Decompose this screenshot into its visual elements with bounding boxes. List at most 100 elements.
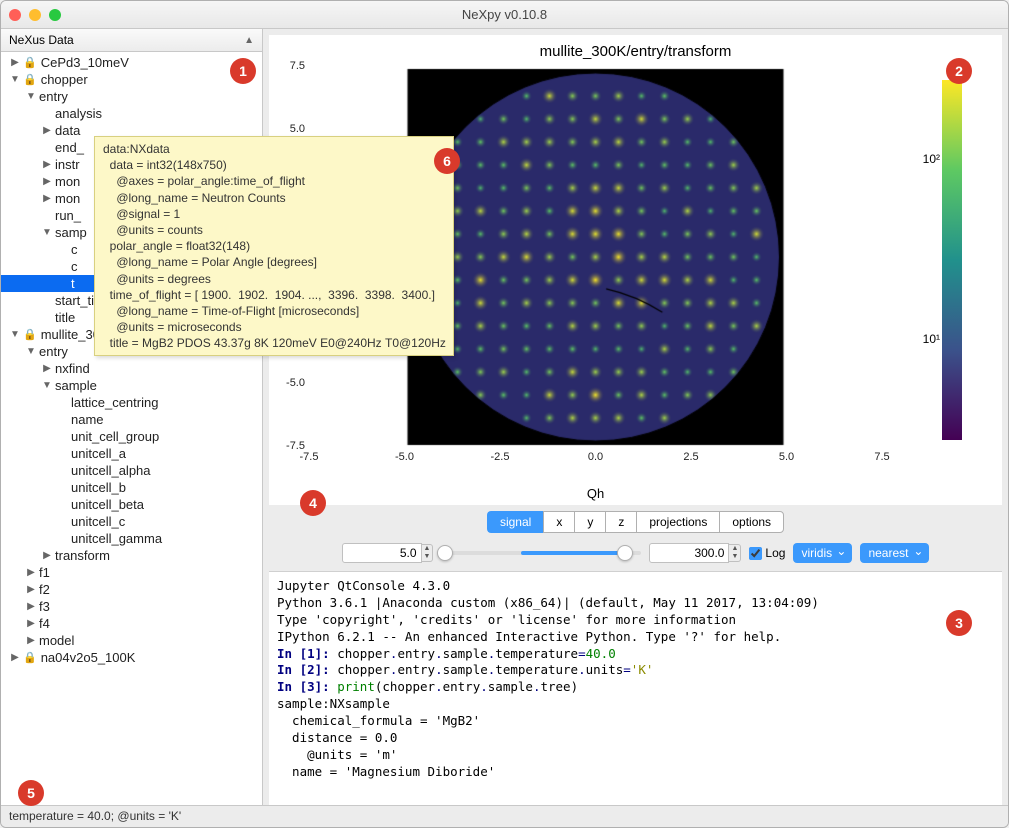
tree-item-label: samp — [55, 225, 87, 240]
tab-bar: signalxyzprojectionsoptions — [263, 511, 1008, 533]
log-checkbox[interactable]: Log — [749, 546, 785, 560]
tree-item-label: t — [71, 276, 75, 291]
tree-item-label: unitcell_a — [71, 446, 126, 461]
min-value-input[interactable] — [342, 543, 422, 563]
x-tick: 7.5 — [867, 451, 897, 463]
tree-item[interactable]: 🔒CePd3_10meV — [1, 54, 262, 71]
tree-tooltip: data:NXdata data = int32(148x750) @axes … — [94, 136, 454, 356]
sidebar-header-label: NeXus Data — [9, 33, 74, 47]
tree-item[interactable]: transform — [1, 547, 262, 564]
colormap-combo-wrap[interactable]: viridis — [793, 543, 852, 563]
colorbar — [942, 80, 962, 440]
min-step-buttons[interactable]: ▲▼ — [422, 544, 434, 562]
tree-item[interactable]: 🔒chopper — [1, 71, 262, 88]
tree-item-label: na04v2o5_100K — [41, 650, 136, 665]
colormap-combo[interactable]: viridis — [793, 543, 852, 563]
tree-item-label: f3 — [39, 599, 50, 614]
tree-item-label: mon — [55, 174, 80, 189]
x-tick: -5.0 — [390, 451, 420, 463]
tree-item-label: CePd3_10meV — [41, 55, 129, 70]
tree-item-label: f4 — [39, 616, 50, 631]
callout-badge: 5 — [18, 780, 44, 806]
tree-item[interactable]: unitcell_a — [1, 445, 262, 462]
tree-item-label: sample — [55, 378, 97, 393]
y-tick: 5.0 — [269, 123, 305, 135]
x-tick: 2.5 — [676, 451, 706, 463]
tree-item[interactable]: unitcell_b — [1, 479, 262, 496]
colorbar-ticks: 10² 10¹ — [908, 80, 940, 440]
max-stepper[interactable]: ▲▼ — [649, 543, 741, 563]
y-tick: -5.0 — [269, 377, 305, 389]
slider-thumb-max[interactable] — [617, 545, 633, 561]
tree-item-label: run_ — [55, 208, 81, 223]
tree-item-label: nxfind — [55, 361, 90, 376]
tree-item[interactable]: 🔒 na04v2o5_100K — [1, 649, 262, 666]
tree-item[interactable]: unit_cell_group — [1, 428, 262, 445]
tab-z[interactable]: z — [605, 511, 636, 533]
tree-item[interactable]: unitcell_alpha — [1, 462, 262, 479]
tree-item[interactable]: entry — [1, 88, 262, 105]
tree-item-label: entry — [39, 89, 68, 104]
log-label: Log — [765, 546, 785, 560]
tree-item-label: lattice_centring — [71, 395, 158, 410]
tab-signal[interactable]: signal — [487, 511, 543, 533]
y-tick: 7.5 — [269, 60, 305, 72]
tree-item[interactable]: unitcell_beta — [1, 496, 262, 513]
slider-thumb-min[interactable] — [437, 545, 453, 561]
tree-item-label: unitcell_b — [71, 480, 126, 495]
tree-item-label: unitcell_alpha — [71, 463, 151, 478]
titlebar: NeXpy v0.10.8 — [1, 1, 1008, 29]
sidebar-header[interactable]: NeXus Data ▲ — [1, 29, 262, 52]
tree-item-label: model — [39, 633, 74, 648]
x-tick: -2.5 — [485, 451, 515, 463]
tree-item-label: unit_cell_group — [71, 429, 159, 444]
tree-item[interactable]: analysis — [1, 105, 262, 122]
log-checkbox-input[interactable] — [749, 547, 762, 560]
tree-item[interactable]: model — [1, 632, 262, 649]
lock-icon: 🔒 — [23, 328, 37, 341]
tree-item-label: instr — [55, 157, 80, 172]
min-stepper[interactable]: ▲▼ — [342, 543, 434, 563]
callout-badge: 3 — [946, 610, 972, 636]
status-bar: temperature = 40.0; @units = 'K' — [1, 805, 1008, 827]
colorbar-tick: 10² — [923, 152, 940, 166]
interp-combo[interactable]: nearest — [860, 543, 929, 563]
sort-icon[interactable]: ▲ — [244, 35, 254, 46]
tree-item[interactable]: sample — [1, 377, 262, 394]
tree-item[interactable]: unitcell_gamma — [1, 530, 262, 547]
ipython-console[interactable]: Jupyter QtConsole 4.3.0Python 3.6.1 |Ana… — [269, 571, 1002, 805]
tree-item[interactable]: f2 — [1, 581, 262, 598]
tree-item[interactable]: name — [1, 411, 262, 428]
tree-item-label: f1 — [39, 565, 50, 580]
tree-item-label: title — [55, 310, 75, 325]
tree-item[interactable]: unitcell_c — [1, 513, 262, 530]
tree-item-label: analysis — [55, 106, 102, 121]
window-title: NeXpy v0.10.8 — [1, 7, 1008, 22]
tab-x[interactable]: x — [543, 511, 574, 533]
max-value-input[interactable] — [649, 543, 729, 563]
tab-options[interactable]: options — [719, 511, 784, 533]
tree-item[interactable]: f3 — [1, 598, 262, 615]
tree-item[interactable]: f1 — [1, 564, 262, 581]
tree-item-label: unitcell_gamma — [71, 531, 162, 546]
x-tick: 5.0 — [772, 451, 802, 463]
tree-item[interactable]: f4 — [1, 615, 262, 632]
tree-item-label: f2 — [39, 582, 50, 597]
colorbar-tick: 10¹ — [923, 332, 940, 346]
lock-icon: 🔒 — [23, 651, 37, 664]
plot-title: mullite_300K/entry/transform — [269, 35, 1002, 60]
tab-y[interactable]: y — [574, 511, 605, 533]
callout-badge: 1 — [230, 58, 256, 84]
lock-icon: 🔒 — [23, 73, 37, 86]
interp-combo-wrap[interactable]: nearest — [860, 543, 929, 563]
range-slider[interactable] — [441, 551, 641, 555]
max-step-buttons[interactable]: ▲▼ — [729, 544, 741, 562]
control-row: ▲▼ ▲▼ Log viridis — [263, 539, 1008, 567]
tree-item-label: mon — [55, 191, 80, 206]
tab-projections[interactable]: projections — [636, 511, 719, 533]
callout-badge: 6 — [434, 148, 460, 174]
tree-item[interactable]: nxfind — [1, 360, 262, 377]
tree-item[interactable]: lattice_centring — [1, 394, 262, 411]
tree-item-label: c — [71, 242, 78, 257]
x-tick: -7.5 — [294, 451, 324, 463]
